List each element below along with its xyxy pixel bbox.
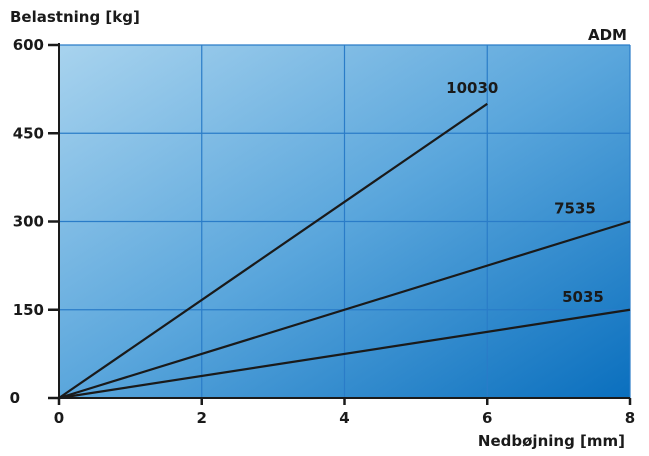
y-tick-label: 0 <box>10 389 20 407</box>
x-tick-label: 0 <box>54 409 64 427</box>
series-lines <box>58 102 631 400</box>
chart-title: ADM <box>588 26 627 44</box>
y-tick-label: 150 <box>13 301 44 319</box>
series-label-7535: 7535 <box>554 200 596 218</box>
x-tick-label: 2 <box>197 409 207 427</box>
series-line-5035 <box>58 308 631 400</box>
series-line-10030 <box>58 102 488 399</box>
series-line-7535 <box>58 220 631 400</box>
x-tick-label: 4 <box>339 409 349 427</box>
y-tick-label: 450 <box>13 124 44 142</box>
y-axis-title: Belastning [kg] <box>10 8 140 26</box>
axes <box>48 43 632 405</box>
series-label-5035: 5035 <box>562 288 604 306</box>
labels: 0 150 300 450 600 0 2 4 6 8 10030 7535 5035 <box>10 36 636 427</box>
series-label-10030: 10030 <box>446 79 498 97</box>
y-tick-label: 600 <box>13 36 44 54</box>
x-axis-title: Nedbøjning [mm] <box>478 432 625 450</box>
x-tick-label: 6 <box>482 409 492 427</box>
x-tick-label: 8 <box>625 409 635 427</box>
y-tick-label: 300 <box>13 213 44 231</box>
